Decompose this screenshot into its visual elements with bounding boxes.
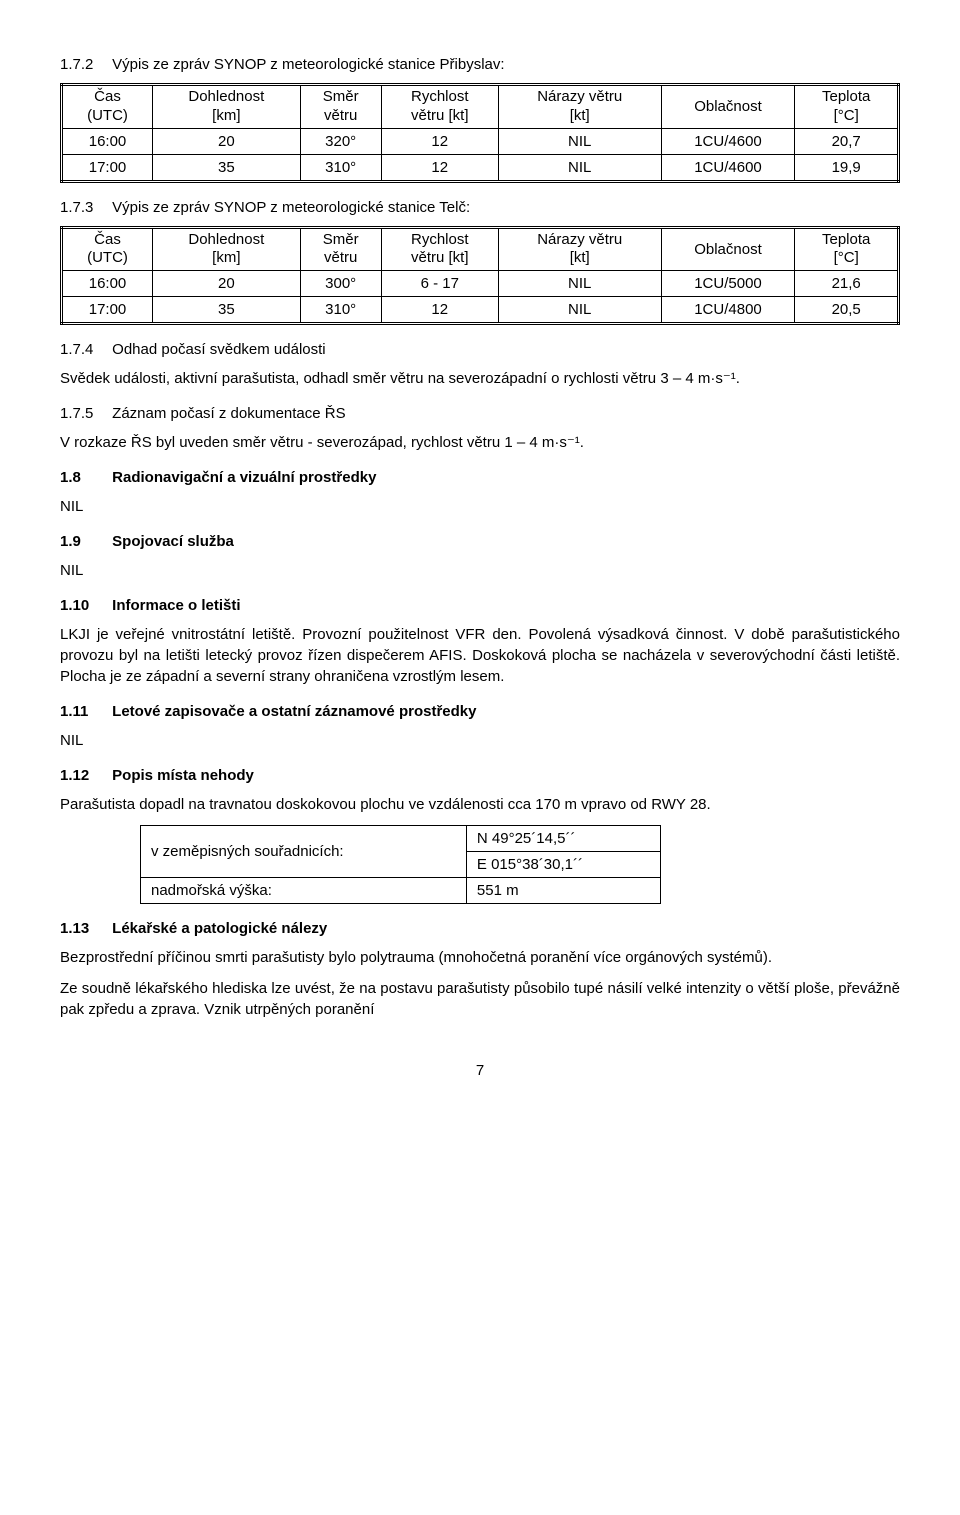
table-row: 17:00 35 310° 12 NIL 1CU/4600 19,9 <box>62 154 899 181</box>
cell: NIL <box>498 128 661 154</box>
cell: 6 - 17 <box>381 271 498 297</box>
col-cas: Čas(UTC) <box>62 227 153 271</box>
table-row: v zeměpisných souřadnicích: N 49°25´14,5… <box>141 826 661 852</box>
col-cas: Čas(UTC) <box>62 85 153 129</box>
cell: 17:00 <box>62 154 153 181</box>
cell: 300° <box>300 271 381 297</box>
heading-num: 1.8 <box>60 467 108 488</box>
synop-table-telc: Čas(UTC) Dohlednost[km] Směrvětru Rychlo… <box>60 226 900 326</box>
heading-num: 1.11 <box>60 701 108 722</box>
heading-text: Popis místa nehody <box>112 767 254 784</box>
heading-text: Letové zapisovače a ostatní záznamové pr… <box>112 703 476 720</box>
synop-table-pribyslav: Čas(UTC) Dohlednost[km] Směrvětru Rychlo… <box>60 83 900 183</box>
heading-text: Záznam počasí z dokumentace ŘS <box>112 405 345 422</box>
cell: 20 <box>153 271 301 297</box>
table-row: 17:00 35 310° 12 NIL 1CU/4800 20,5 <box>62 297 899 324</box>
table-header-row: Čas(UTC) Dohlednost[km] Směrvětru Rychlo… <box>62 227 899 271</box>
heading-num: 1.13 <box>60 918 108 939</box>
col-dohlednost: Dohlednost[km] <box>153 85 301 129</box>
cell: 12 <box>381 154 498 181</box>
heading-1-11: 1.11 Letové zapisovače a ostatní záznamo… <box>60 701 900 722</box>
alt-value: 551 m <box>466 878 660 904</box>
heading-text: Výpis ze zpráv SYNOP z meteorologické st… <box>112 199 470 216</box>
cell: 19,9 <box>795 154 899 181</box>
col-rychlost: Rychlostvětru [kt] <box>381 227 498 271</box>
cell: 12 <box>381 128 498 154</box>
col-teplota: Teplota[°C] <box>795 227 899 271</box>
cell: 21,6 <box>795 271 899 297</box>
coords-n: N 49°25´14,5´´ <box>466 826 660 852</box>
heading-1-8: 1.8 Radionavigační a vizuální prostředky <box>60 467 900 488</box>
para-1-7-5: V rozkaze ŘS byl uveden směr větru - sev… <box>60 432 900 453</box>
coords-e: E 015°38´30,1´´ <box>466 852 660 878</box>
coords-table: v zeměpisných souřadnicích: N 49°25´14,5… <box>140 825 661 904</box>
cell: 1CU/4800 <box>661 297 795 324</box>
cell: 320° <box>300 128 381 154</box>
heading-text: Informace o letišti <box>112 597 240 614</box>
para-1-13-b: Ze soudně lékařského hlediska lze uvést,… <box>60 978 900 1020</box>
heading-1-12: 1.12 Popis místa nehody <box>60 765 900 786</box>
table-header-row: Čas(UTC) Dohlednost[km] Směrvětru Rychlo… <box>62 85 899 129</box>
col-narazy: Nárazy větru[kt] <box>498 85 661 129</box>
col-rychlost: Rychlostvětru [kt] <box>381 85 498 129</box>
col-oblacnost: Oblačnost <box>661 85 795 129</box>
heading-1-7-2: 1.7.2 Výpis ze zpráv SYNOP z meteorologi… <box>60 54 900 75</box>
alt-label: nadmořská výška: <box>141 878 467 904</box>
cell: NIL <box>498 271 661 297</box>
nil-1-8: NIL <box>60 496 900 517</box>
cell: 35 <box>153 297 301 324</box>
cell: 20,5 <box>795 297 899 324</box>
cell: 20 <box>153 128 301 154</box>
heading-text: Výpis ze zpráv SYNOP z meteorologické st… <box>112 56 504 73</box>
cell: 1CU/4600 <box>661 154 795 181</box>
nil-1-9: NIL <box>60 560 900 581</box>
heading-1-7-4: 1.7.4 Odhad počasí svědkem události <box>60 339 900 360</box>
table-row: 16:00 20 300° 6 - 17 NIL 1CU/5000 21,6 <box>62 271 899 297</box>
cell: 12 <box>381 297 498 324</box>
heading-num: 1.7.3 <box>60 197 108 218</box>
heading-1-9: 1.9 Spojovací služba <box>60 531 900 552</box>
cell: 310° <box>300 154 381 181</box>
para-1-13-a: Bezprostřední příčinou smrti parašutisty… <box>60 947 900 968</box>
para-1-10: LKJI je veřejné vnitrostátní letiště. Pr… <box>60 624 900 687</box>
heading-1-13: 1.13 Lékařské a patologické nálezy <box>60 918 900 939</box>
cell: 1CU/4600 <box>661 128 795 154</box>
heading-text: Lékařské a patologické nálezy <box>112 920 327 937</box>
heading-num: 1.10 <box>60 595 108 616</box>
page-number: 7 <box>60 1060 900 1081</box>
heading-num: 1.12 <box>60 765 108 786</box>
cell: 16:00 <box>62 271 153 297</box>
cell: NIL <box>498 297 661 324</box>
cell: 35 <box>153 154 301 181</box>
col-narazy: Nárazy větru[kt] <box>498 227 661 271</box>
heading-num: 1.7.5 <box>60 403 108 424</box>
col-smer: Směrvětru <box>300 85 381 129</box>
heading-1-7-5: 1.7.5 Záznam počasí z dokumentace ŘS <box>60 403 900 424</box>
heading-text: Odhad počasí svědkem události <box>112 341 325 358</box>
para-1-12: Parašutista dopadl na travnatou doskokov… <box>60 794 900 815</box>
heading-num: 1.7.2 <box>60 54 108 75</box>
col-smer: Směrvětru <box>300 227 381 271</box>
cell: 310° <box>300 297 381 324</box>
col-dohlednost: Dohlednost[km] <box>153 227 301 271</box>
col-oblacnost: Oblačnost <box>661 227 795 271</box>
col-teplota: Teplota[°C] <box>795 85 899 129</box>
table-row: 16:00 20 320° 12 NIL 1CU/4600 20,7 <box>62 128 899 154</box>
nil-1-11: NIL <box>60 730 900 751</box>
coords-label: v zeměpisných souřadnicích: <box>141 826 467 878</box>
heading-text: Spojovací služba <box>112 533 234 550</box>
cell: 1CU/5000 <box>661 271 795 297</box>
cell: 16:00 <box>62 128 153 154</box>
heading-1-7-3: 1.7.3 Výpis ze zpráv SYNOP z meteorologi… <box>60 197 900 218</box>
cell: NIL <box>498 154 661 181</box>
cell: 17:00 <box>62 297 153 324</box>
cell: 20,7 <box>795 128 899 154</box>
heading-num: 1.9 <box>60 531 108 552</box>
para-1-7-4: Svědek události, aktivní parašutista, od… <box>60 368 900 389</box>
heading-num: 1.7.4 <box>60 339 108 360</box>
heading-text: Radionavigační a vizuální prostředky <box>112 469 376 486</box>
heading-1-10: 1.10 Informace o letišti <box>60 595 900 616</box>
table-row: nadmořská výška: 551 m <box>141 878 661 904</box>
